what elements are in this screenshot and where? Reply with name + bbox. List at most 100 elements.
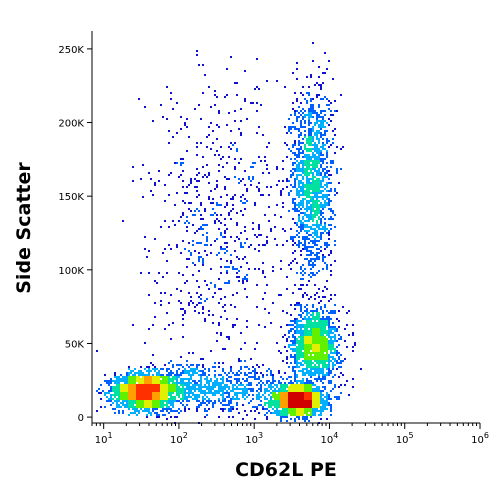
event-dot: [200, 404, 202, 406]
event-dot: [192, 380, 194, 382]
event-dot: [316, 96, 318, 98]
event-dot: [178, 400, 180, 402]
event-dot: [326, 140, 328, 142]
event-dot: [156, 394, 158, 396]
event-dot: [314, 326, 316, 328]
event-dot: [150, 376, 152, 378]
event-dot: [320, 342, 322, 344]
event-dot: [310, 382, 312, 384]
event-dot: [330, 114, 332, 116]
event-dot: [170, 370, 172, 372]
event-dot: [312, 310, 314, 312]
event-dot: [138, 390, 140, 392]
event-dot: [186, 192, 188, 194]
event-dot: [332, 310, 334, 312]
event-dot: [324, 374, 326, 376]
event-dot: [330, 110, 332, 112]
event-dot: [288, 400, 290, 402]
event-dot: [200, 118, 202, 120]
event-dot: [250, 244, 252, 246]
event-dot: [146, 376, 148, 378]
event-dot: [276, 400, 278, 402]
event-dot: [156, 378, 158, 380]
event-dot: [298, 400, 300, 402]
event-dot: [324, 110, 326, 112]
event-dot: [246, 278, 248, 280]
event-dot: [306, 208, 308, 210]
event-dot: [330, 328, 332, 330]
event-dot: [328, 254, 330, 256]
event-dot: [324, 364, 326, 366]
event-dot: [220, 196, 222, 198]
event-dot: [242, 390, 244, 392]
event-dot: [326, 324, 328, 326]
event-dot: [306, 206, 308, 208]
event-dot: [328, 244, 330, 246]
event-dot: [312, 304, 314, 306]
event-dot: [322, 348, 324, 350]
event-dot: [308, 196, 310, 198]
event-dot: [306, 194, 308, 196]
event-dot: [274, 390, 276, 392]
event-dot: [306, 364, 308, 366]
event-dot: [284, 346, 286, 348]
event-dot: [120, 392, 122, 394]
event-dot: [256, 396, 258, 398]
event-dot: [172, 400, 174, 402]
event-dot: [300, 330, 302, 332]
event-dot: [220, 332, 222, 334]
event-dot: [286, 156, 288, 158]
event-dot: [180, 388, 182, 390]
event-dot: [144, 392, 146, 394]
event-dot: [326, 166, 328, 168]
event-dot: [306, 220, 308, 222]
event-dot: [322, 180, 324, 182]
event-dot: [220, 390, 222, 392]
event-dot: [158, 386, 160, 388]
event-dot: [222, 390, 224, 392]
event-dot: [108, 400, 110, 402]
event-dot: [204, 372, 206, 374]
event-dot: [304, 310, 306, 312]
event-dot: [300, 326, 302, 328]
event-dot: [310, 234, 312, 236]
event-dot: [240, 210, 242, 212]
event-dot: [314, 390, 316, 392]
event-dot: [324, 206, 326, 208]
event-dot: [226, 194, 228, 196]
event-dot: [330, 182, 332, 184]
event-dot: [322, 162, 324, 164]
event-dot: [224, 398, 226, 400]
event-dot: [318, 126, 320, 128]
event-dot: [252, 228, 254, 230]
x-tick-label: 102: [170, 431, 188, 446]
event-dot: [306, 200, 308, 202]
event-dot: [320, 110, 322, 112]
event-dot: [304, 410, 306, 412]
event-dot: [288, 396, 290, 398]
event-dot: [236, 386, 238, 388]
event-dot: [334, 326, 336, 328]
event-dot: [278, 392, 280, 394]
event-dot: [312, 350, 314, 352]
event-dot: [300, 316, 302, 318]
event-dot: [300, 160, 302, 162]
event-dot: [298, 392, 300, 394]
event-dot: [306, 312, 308, 314]
event-dot: [192, 244, 194, 246]
event-dot: [190, 368, 192, 370]
event-dot: [326, 340, 328, 342]
event-dot: [330, 174, 332, 176]
event-dot: [132, 378, 134, 380]
event-dot: [318, 356, 320, 358]
event-dot: [280, 398, 282, 400]
event-dot: [280, 416, 282, 418]
event-dot: [158, 400, 160, 402]
event-dot: [306, 342, 308, 344]
event-dot: [290, 320, 292, 322]
event-dot: [132, 404, 134, 406]
event-dot: [242, 384, 244, 386]
event-dot: [300, 338, 302, 340]
event-dot: [328, 358, 330, 360]
event-dot: [320, 400, 322, 402]
